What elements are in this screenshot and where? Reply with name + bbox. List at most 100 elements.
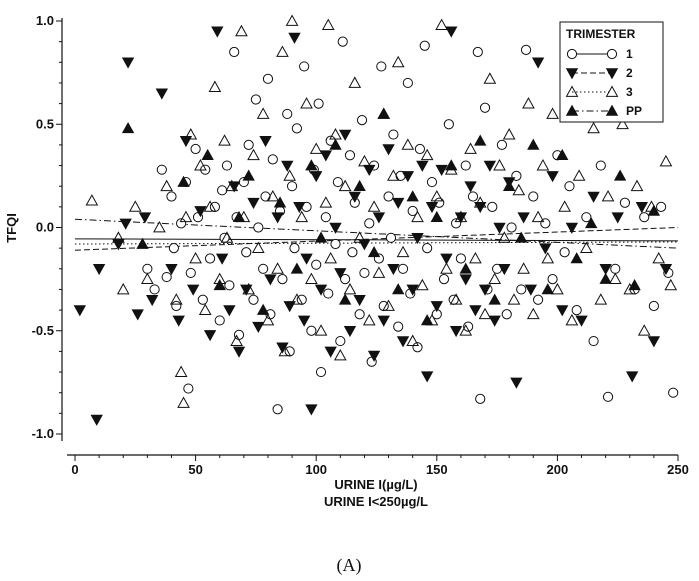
data-point <box>242 169 255 181</box>
x-tick-label: 150 <box>426 462 448 477</box>
data-point <box>430 301 443 313</box>
trend-line-1 <box>74 238 679 242</box>
data-point <box>507 293 521 305</box>
data-point <box>179 210 193 223</box>
data-point <box>397 263 409 274</box>
legend-marker <box>565 85 579 97</box>
data-point <box>343 282 357 295</box>
data-point <box>639 212 650 223</box>
data-point <box>412 342 423 353</box>
data-point <box>90 414 103 426</box>
data-point <box>221 160 233 171</box>
data-point <box>440 262 453 274</box>
data-point <box>533 294 544 305</box>
data-point <box>340 274 351 285</box>
legend-item-pp: PP <box>565 104 642 118</box>
data-point <box>189 251 202 264</box>
data-point <box>599 263 612 276</box>
data-point <box>584 217 598 229</box>
data-point <box>315 366 327 378</box>
data-point <box>273 196 287 208</box>
data-point <box>376 61 387 72</box>
data-point <box>121 57 135 69</box>
data-point <box>388 129 399 140</box>
trend-line-pp <box>74 218 679 249</box>
data-point <box>419 40 430 51</box>
data-point <box>478 307 492 320</box>
data-point <box>464 142 477 154</box>
data-point <box>165 263 178 276</box>
data-point <box>479 102 491 113</box>
data-point <box>635 202 648 214</box>
data-point <box>232 210 246 222</box>
data-point <box>295 210 309 223</box>
data-point <box>289 243 300 254</box>
data-point <box>559 247 570 258</box>
data-point <box>520 44 532 56</box>
data-point <box>570 252 583 264</box>
data-point <box>310 171 323 183</box>
data-point <box>229 46 240 58</box>
data-point <box>306 325 317 336</box>
data-point <box>266 189 280 202</box>
data-point <box>515 231 528 243</box>
data-point <box>454 212 468 224</box>
data-point <box>243 139 254 150</box>
data-point <box>146 294 159 307</box>
x-tick-label: 200 <box>547 462 569 477</box>
data-point <box>385 232 397 243</box>
data-point <box>438 274 450 285</box>
data-point <box>283 169 297 181</box>
data-point <box>502 179 516 192</box>
data-point <box>213 278 226 291</box>
legend-marker <box>566 48 578 60</box>
data-point <box>166 191 177 202</box>
data-point <box>367 200 381 212</box>
data-point <box>155 88 169 100</box>
data-point <box>565 313 579 326</box>
data-point <box>271 212 284 224</box>
y-tick-label: -1.0 <box>32 426 54 441</box>
data-point <box>392 197 405 210</box>
legend-item-3: 3 <box>565 85 633 99</box>
data-point <box>625 371 639 383</box>
data-point <box>329 138 342 150</box>
data-point <box>233 329 245 340</box>
data-point <box>324 346 337 358</box>
data-point <box>250 94 261 105</box>
data-point <box>382 144 395 156</box>
data-point <box>334 268 347 280</box>
data-point <box>367 350 381 362</box>
data-point <box>241 247 252 258</box>
data-point <box>469 251 482 264</box>
data-point <box>142 263 153 274</box>
data-point <box>261 313 275 326</box>
y-tick-label: -0.5 <box>32 323 54 338</box>
data-point <box>449 325 463 338</box>
data-point <box>556 148 569 161</box>
data-point <box>407 205 418 217</box>
data-point <box>299 61 310 72</box>
data-point <box>300 97 313 109</box>
data-point <box>217 185 228 196</box>
data-point <box>425 202 439 214</box>
data-point <box>420 148 434 161</box>
data-point <box>225 179 239 192</box>
data-point <box>230 334 243 346</box>
data-point <box>572 169 586 181</box>
data-point <box>619 197 631 208</box>
data-point <box>256 303 270 315</box>
data-point <box>338 293 352 305</box>
data-point <box>333 349 347 361</box>
legend-marker <box>565 104 579 116</box>
data-point <box>174 365 188 377</box>
data-points <box>73 14 679 426</box>
data-point <box>232 346 246 358</box>
data-point <box>319 150 333 162</box>
data-point <box>251 241 265 254</box>
data-point <box>347 247 358 258</box>
data-point <box>214 315 225 326</box>
data-point <box>353 231 366 243</box>
data-point <box>637 324 651 336</box>
y-axis-label: TFQI <box>4 213 19 243</box>
